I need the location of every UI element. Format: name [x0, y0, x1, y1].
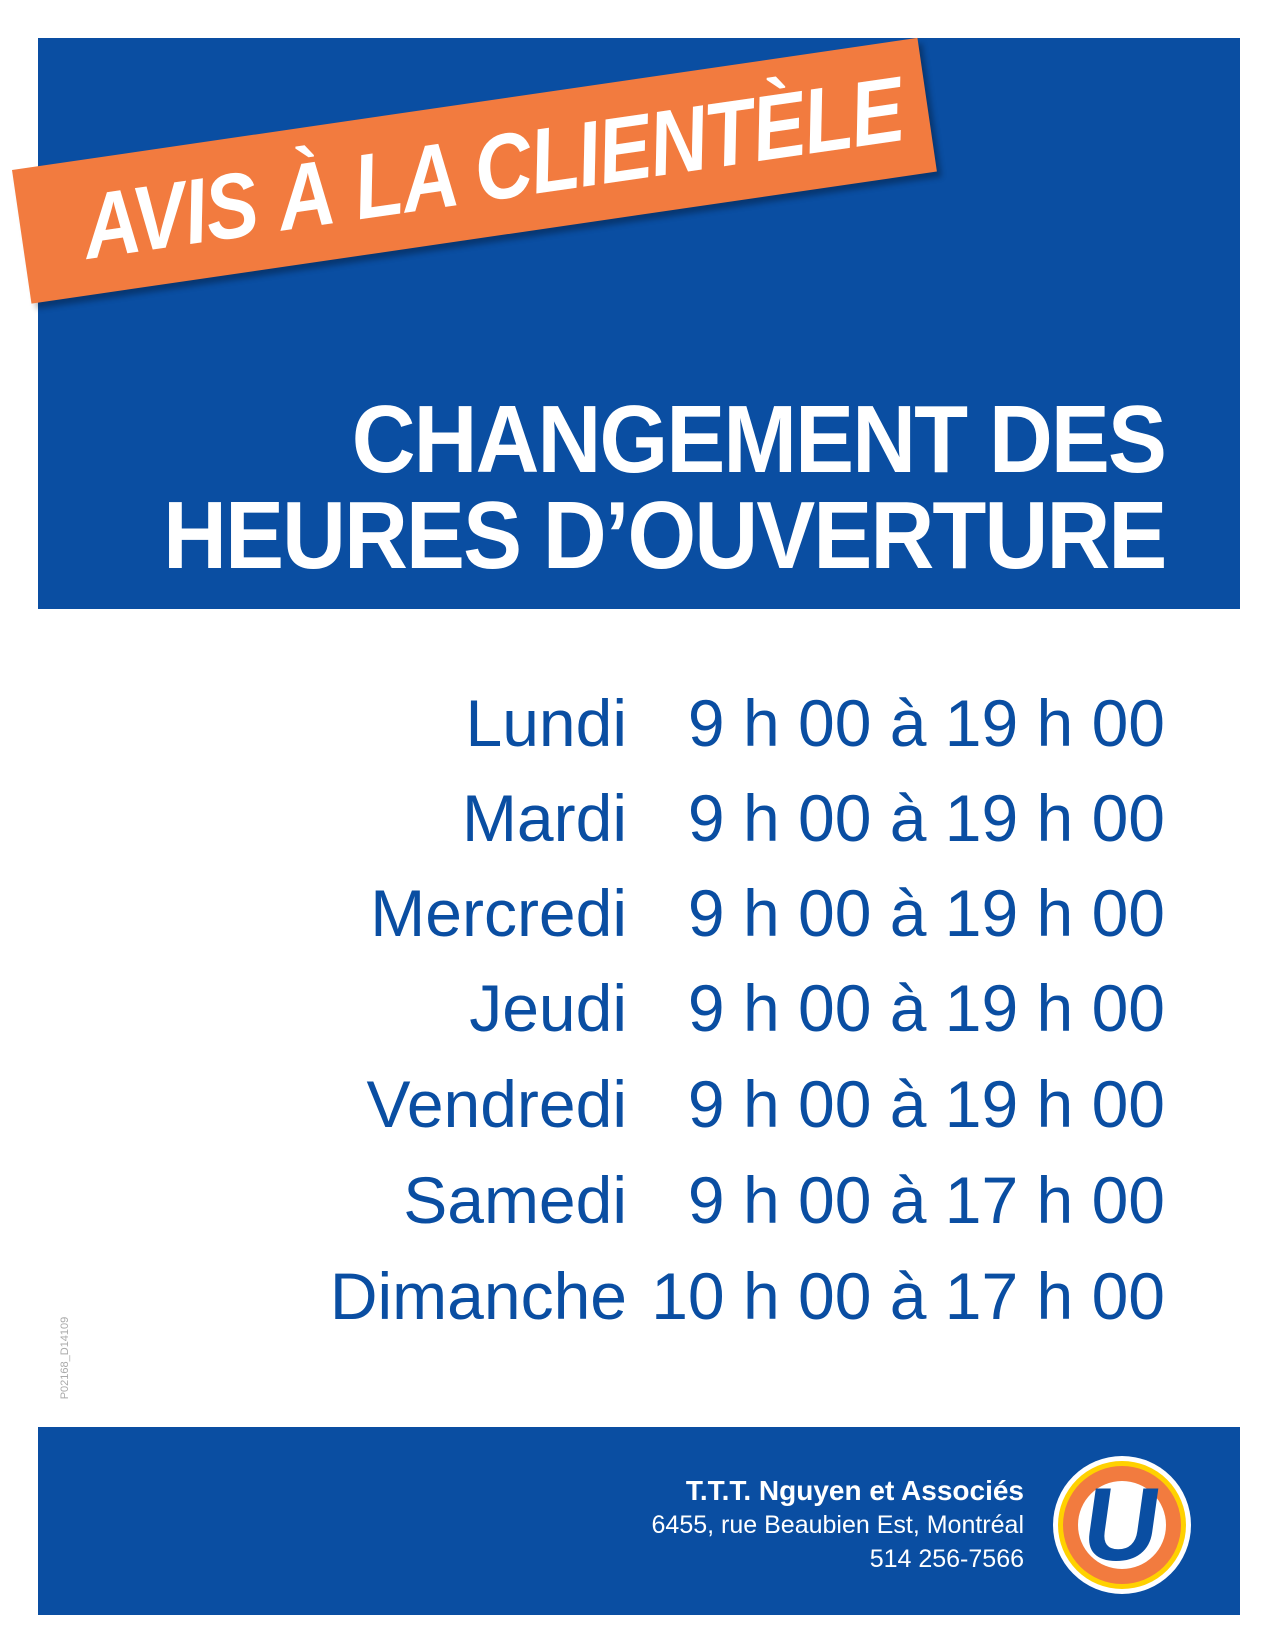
- document-code: P02168_D14109: [59, 1316, 71, 1400]
- time-range: 9 h 00 à 19 h 00: [687, 1067, 1165, 1141]
- store-phone: 514 256-7566: [869, 1545, 1024, 1573]
- hours-row: Vendredi 9 h 00 à 19 h 00: [0, 1064, 1275, 1144]
- headline-line-1: CHANGEMENT DES: [351, 386, 1167, 493]
- time-range: 9 h 00 à 19 h 00: [687, 971, 1165, 1045]
- day-label: Dimanche: [329, 1259, 627, 1333]
- time-range: 9 h 00 à 19 h 00: [687, 686, 1165, 760]
- hours-row: Mercredi 9 h 00 à 19 h 00: [0, 873, 1275, 953]
- hours-row: Samedi 9 h 00 à 17 h 00: [0, 1160, 1275, 1240]
- time-range: 9 h 00 à 17 h 00: [687, 1163, 1165, 1237]
- logo-letter: U: [1076, 1467, 1168, 1583]
- day-label: Jeudi: [469, 971, 627, 1045]
- brand-logo-icon: U: [1053, 1456, 1191, 1594]
- headline-line-2: HEURES D’OUVERTURE: [162, 482, 1167, 589]
- day-label: Vendredi: [366, 1067, 627, 1141]
- footer-panel: [38, 1427, 1240, 1615]
- time-range: 9 h 00 à 19 h 00: [687, 876, 1165, 950]
- time-range: 9 h 00 à 19 h 00: [687, 781, 1165, 855]
- time-range: 10 h 00 à 17 h 00: [651, 1259, 1165, 1333]
- day-label: Mardi: [461, 781, 627, 855]
- store-name: T.T.T. Nguyen et Associés: [685, 1475, 1024, 1506]
- day-label: Samedi: [403, 1163, 627, 1237]
- day-label: Mercredi: [370, 876, 627, 950]
- hours-row: Mardi 9 h 00 à 19 h 00: [0, 778, 1275, 858]
- day-label: Lundi: [465, 686, 628, 760]
- hours-row: Lundi 9 h 00 à 19 h 00: [0, 683, 1275, 763]
- store-address: 6455, rue Beaubien Est, Montréal: [651, 1511, 1024, 1539]
- hours-row: Jeudi 9 h 00 à 19 h 00: [0, 968, 1275, 1048]
- hours-row: Dimanche 10 h 00 à 17 h 00: [0, 1256, 1275, 1336]
